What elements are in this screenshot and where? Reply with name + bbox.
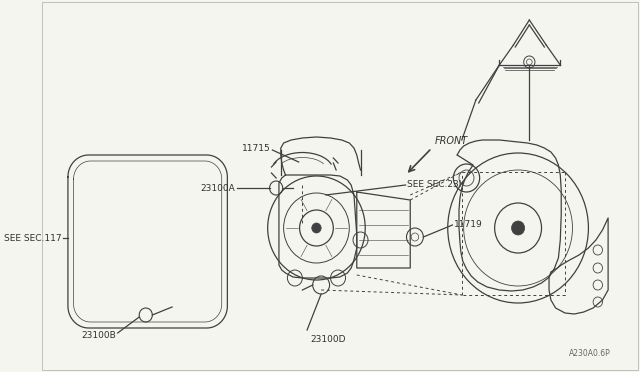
Text: 11719: 11719	[454, 219, 483, 228]
Text: SEE SEC.23l: SEE SEC.23l	[408, 180, 462, 189]
Text: 23100D: 23100D	[310, 336, 346, 344]
Text: 23100A: 23100A	[200, 183, 235, 192]
Text: 23100B: 23100B	[81, 330, 116, 340]
Circle shape	[511, 221, 525, 235]
Text: 11715: 11715	[242, 144, 271, 153]
Text: SEE SEC.117: SEE SEC.117	[4, 234, 61, 243]
Text: A230A0.6P: A230A0.6P	[569, 350, 611, 359]
Circle shape	[312, 223, 321, 233]
Text: FRONT: FRONT	[435, 136, 468, 146]
